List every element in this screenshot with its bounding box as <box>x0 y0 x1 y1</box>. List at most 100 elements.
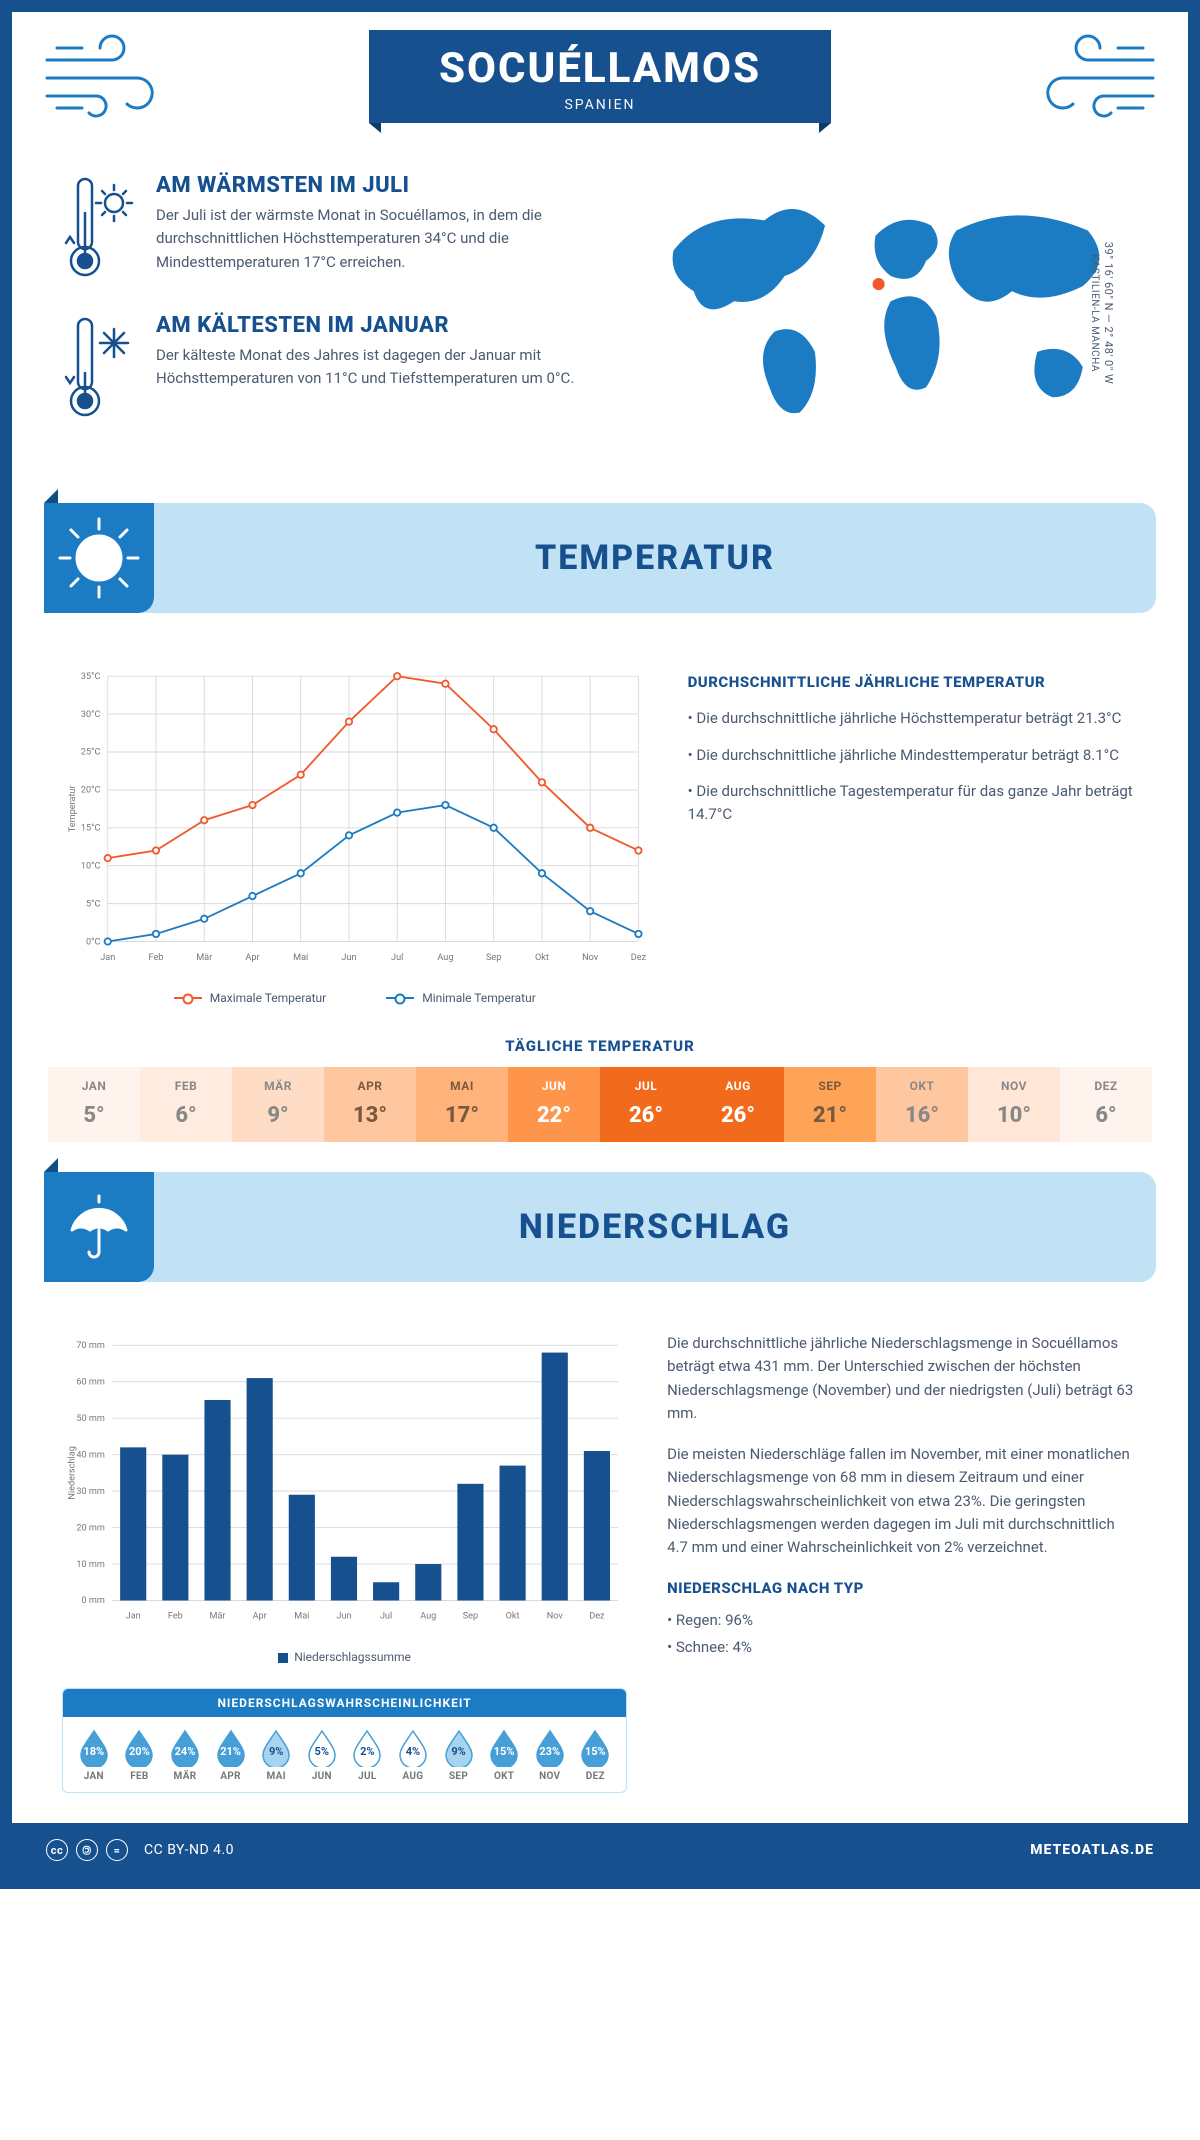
warmest-text: Der Juli ist der wärmste Monat in Socuél… <box>156 204 593 274</box>
prob-cell: 15%OKT <box>481 1729 527 1782</box>
intro-section: AM WÄRMSTEN IM JULI Der Juli ist der wär… <box>12 123 1188 483</box>
svg-text:25°C: 25°C <box>81 748 101 758</box>
prob-cell: 20%FEB <box>117 1729 163 1782</box>
svg-text:Aug: Aug <box>420 1612 436 1622</box>
svg-text:Sep: Sep <box>486 953 501 963</box>
svg-text:Okt: Okt <box>506 1612 520 1622</box>
prob-cell: 2%JUL <box>345 1729 391 1782</box>
daily-cell: JUN22° <box>508 1067 600 1142</box>
svg-text:40 mm: 40 mm <box>76 1450 104 1460</box>
svg-text:Mär: Mär <box>196 953 212 963</box>
svg-text:Dez: Dez <box>631 953 647 963</box>
svg-text:Nov: Nov <box>547 1612 564 1622</box>
daily-cell: FEB6° <box>140 1067 232 1142</box>
temperature-notes: DURCHSCHNITTLICHE JÄHRLICHE TEMPERATUR •… <box>688 653 1138 1005</box>
svg-text:Jan: Jan <box>100 953 115 963</box>
warmest-title: AM WÄRMSTEN IM JULI <box>156 173 593 198</box>
svg-text:Dez: Dez <box>589 1612 605 1622</box>
section-title: TEMPERATUR <box>154 538 1156 578</box>
country-name: SPANIEN <box>439 97 761 113</box>
coldest-text: Der kälteste Monat des Jahres ist dagege… <box>156 344 593 391</box>
infographic-page: SOCUÉLLAMOS SPANIEN <box>0 0 1200 1889</box>
svg-text:30°C: 30°C <box>81 710 101 720</box>
svg-text:Mai: Mai <box>293 953 308 963</box>
svg-text:Feb: Feb <box>149 953 164 963</box>
svg-text:15°C: 15°C <box>81 824 101 834</box>
daily-temp-title: TÄGLICHE TEMPERATUR <box>12 1037 1188 1055</box>
world-map-icon <box>633 180 1138 443</box>
svg-text:Niederschlag: Niederschlag <box>68 1446 78 1499</box>
prob-cell: 23%NOV <box>527 1729 573 1782</box>
prob-cell: 9%MAI <box>253 1729 299 1782</box>
daily-cell: DEZ6° <box>1060 1067 1152 1142</box>
svg-text:Feb: Feb <box>168 1612 183 1622</box>
precipitation-chart: 0 mm 10 mm 20 mm 30 mm 40 mm 50 mm 60 mm 70 mm N… <box>62 1322 627 1664</box>
footer: cc 🄯 = CC BY-ND 4.0 METEOATLAS.DE <box>12 1823 1188 1877</box>
daily-cell: APR13° <box>324 1067 416 1142</box>
brand: METEOATLAS.DE <box>1030 1842 1154 1858</box>
svg-text:Jul: Jul <box>380 1612 392 1622</box>
svg-text:Temperatur: Temperatur <box>68 785 78 832</box>
daily-cell: MÄR9° <box>232 1067 324 1142</box>
city-name: SOCUÉLLAMOS <box>439 44 761 93</box>
svg-text:Jul: Jul <box>391 953 403 963</box>
svg-text:Mär: Mär <box>210 1612 226 1622</box>
svg-text:70 mm: 70 mm <box>76 1341 104 1351</box>
daily-cell: MAI17° <box>416 1067 508 1142</box>
svg-text:Apr: Apr <box>253 1612 267 1622</box>
daily-cell: JUL26° <box>600 1067 692 1142</box>
sun-icon <box>54 513 144 603</box>
nd-icon: = <box>106 1839 128 1861</box>
svg-text:0°C: 0°C <box>86 937 101 947</box>
svg-text:10 mm: 10 mm <box>76 1560 104 1570</box>
coordinates: 39° 16' 60" N — 2° 48' 0" W KASTILIEN-LA… <box>1086 242 1115 384</box>
cc-icon: cc <box>46 1839 68 1861</box>
temperature-chart: 0°C5°C10°C15°C20°C25°C30°C35°CJanFebMärA… <box>62 653 648 1005</box>
svg-text:Okt: Okt <box>535 953 549 963</box>
prob-cell: 15%DEZ <box>573 1729 619 1782</box>
svg-text:Mai: Mai <box>294 1612 309 1622</box>
prob-cell: 5%JUN <box>299 1729 345 1782</box>
svg-text:Aug: Aug <box>437 953 453 963</box>
prob-cell: 18%JAN <box>71 1729 117 1782</box>
svg-text:Apr: Apr <box>245 953 259 963</box>
prob-cell: 24%MÄR <box>162 1729 208 1782</box>
section-title: NIEDERSCHLAG <box>154 1207 1156 1247</box>
world-map: 39° 16' 60" N — 2° 48' 0" W KASTILIEN-LA… <box>633 173 1138 453</box>
title-ribbon: SOCUÉLLAMOS SPANIEN <box>12 30 1188 123</box>
svg-text:10°C: 10°C <box>81 861 101 871</box>
coldest-title: AM KÄLTESTEN IM JANUAR <box>156 313 593 338</box>
daily-cell: SEP21° <box>784 1067 876 1142</box>
svg-text:35°C: 35°C <box>81 672 101 682</box>
svg-text:60 mm: 60 mm <box>76 1377 104 1387</box>
coldest-block: AM KÄLTESTEN IM JANUAR Der kälteste Mona… <box>62 313 593 423</box>
daily-cell: JAN5° <box>48 1067 140 1142</box>
svg-text:50 mm: 50 mm <box>76 1414 104 1424</box>
prob-cell: 21%APR <box>208 1729 254 1782</box>
prob-cell: 9%SEP <box>436 1729 482 1782</box>
precip-text: Die durchschnittliche jährliche Niedersc… <box>667 1322 1138 1793</box>
thermometer-hot-icon <box>62 173 134 283</box>
daily-cell: OKT16° <box>876 1067 968 1142</box>
svg-text:Nov: Nov <box>582 953 599 963</box>
section-header-precip: NIEDERSCHLAG <box>44 1172 1156 1282</box>
chart-legend: Maximale Temperatur Minimale Temperatur <box>62 991 648 1005</box>
svg-text:5°C: 5°C <box>86 899 101 909</box>
by-icon: 🄯 <box>76 1839 98 1861</box>
daily-temp-table: JAN5°FEB6°MÄR9°APR13°MAI17°JUN22°JUL26°A… <box>48 1067 1152 1142</box>
svg-text:Jun: Jun <box>341 953 356 963</box>
svg-text:Jan: Jan <box>126 1612 141 1622</box>
section-header-temp: TEMPERATUR <box>44 503 1156 613</box>
prob-cell: 4%AUG <box>390 1729 436 1782</box>
svg-text:Sep: Sep <box>463 1612 478 1622</box>
svg-text:0 mm: 0 mm <box>81 1596 104 1606</box>
svg-text:Jun: Jun <box>336 1612 351 1622</box>
umbrella-icon <box>60 1188 138 1266</box>
svg-text:30 mm: 30 mm <box>76 1487 104 1497</box>
license: cc 🄯 = CC BY-ND 4.0 <box>46 1839 234 1861</box>
daily-cell: AUG26° <box>692 1067 784 1142</box>
svg-text:20 mm: 20 mm <box>76 1523 104 1533</box>
precip-probability-box: NIEDERSCHLAGSWAHRSCHEINLICHKEIT 18%JAN20… <box>62 1688 627 1793</box>
daily-cell: NOV10° <box>968 1067 1060 1142</box>
thermometer-cold-icon <box>62 313 134 423</box>
